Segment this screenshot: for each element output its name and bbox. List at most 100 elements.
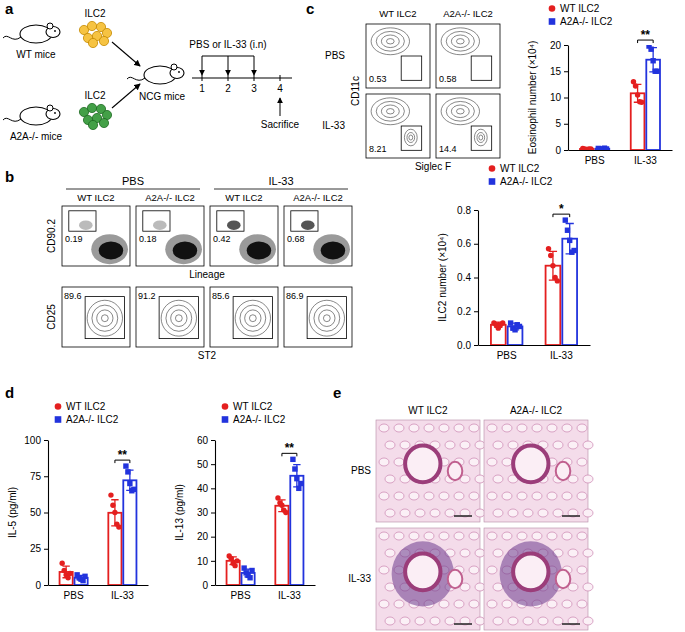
contour: [386, 39, 394, 44]
contour: [371, 28, 409, 55]
alveolus: [454, 600, 464, 608]
plot-frame: [62, 287, 130, 347]
alveolus: [424, 532, 434, 540]
alveolus: [487, 566, 497, 574]
bar: [290, 476, 303, 585]
alveolus: [379, 532, 389, 540]
alveolus: [430, 509, 440, 517]
y-tick-mark: [44, 585, 48, 586]
alveolus: [469, 492, 479, 500]
alveolus: [502, 600, 512, 608]
alveolus: [445, 617, 455, 625]
data-point: [604, 146, 609, 150]
flow-plot: 86.9: [284, 287, 352, 347]
y-tick: 30: [197, 507, 215, 518]
alveolus: [562, 600, 572, 608]
gate-value: 0.42: [213, 234, 231, 244]
scale-bar: [562, 515, 580, 517]
y-tick-mark: [564, 124, 568, 125]
bar: [508, 326, 523, 345]
data-point: [548, 253, 553, 258]
data-point: [571, 248, 576, 253]
cell-cloud: [313, 234, 350, 264]
bar: [227, 561, 240, 585]
day-label: 2: [225, 83, 231, 94]
alveolus: [577, 532, 587, 540]
alveolus: [469, 532, 479, 540]
figure-canvas: abcdeWT miceILC2A2A-/- miceILC2NCG miceP…: [0, 0, 685, 632]
bar-chart: 0102030405060PBSIL-33IL-13 (pg/ml)**WT I…: [174, 401, 316, 601]
data-point: [110, 503, 115, 508]
y-tick: 0: [555, 145, 568, 156]
data-point: [234, 558, 239, 563]
mouse-icon: [127, 64, 184, 84]
histology-image: [484, 528, 593, 630]
alveolus: [502, 492, 512, 500]
plot-frame: [284, 287, 352, 347]
x-tick-label: IL-33: [634, 155, 657, 166]
gate: [291, 211, 318, 231]
data-point: [283, 510, 288, 515]
alveolus: [553, 509, 563, 517]
x-tick-label: PBS: [64, 590, 84, 601]
bar: [123, 480, 136, 585]
alveolus: [502, 532, 512, 540]
contour: [376, 31, 404, 51]
alveolus: [583, 549, 593, 557]
vessel: [448, 462, 463, 480]
header-rule: [214, 189, 348, 190]
alveolus: [415, 509, 425, 517]
alveolus: [409, 424, 419, 432]
data-point: [125, 469, 130, 474]
gate: [307, 297, 346, 339]
x-axis-line: [216, 585, 316, 586]
legend-label: A2A-/- ILC2: [66, 414, 119, 425]
contour: [456, 39, 464, 44]
y-tick: 60: [197, 435, 215, 446]
legend: WT ILC2A2A-/- ILC2: [222, 401, 286, 425]
y-tick-mark: [564, 98, 568, 99]
flow-y-label: CD90.2: [46, 219, 57, 253]
y-tick-label: 75: [30, 471, 42, 482]
y-tick-label: 0: [555, 145, 561, 156]
gate: [143, 211, 170, 231]
y-axis-line: [568, 46, 569, 151]
contour: [319, 310, 335, 327]
bar-chart: 0255075100PBSIL-33IL-5 (pg/ml)**WT ILC2A…: [7, 401, 149, 601]
y-tick-mark: [474, 210, 478, 211]
alveolus: [379, 492, 389, 500]
data-point: [82, 574, 87, 579]
day-tick: [254, 75, 255, 81]
airway-wall: [513, 554, 548, 591]
y-axis: 0255075100: [24, 435, 48, 591]
data-point: [555, 278, 560, 283]
mouse-tail: [127, 77, 145, 80]
y-tick-mark: [474, 244, 478, 245]
flow-x-label: Lineage: [189, 269, 225, 280]
alveolus: [439, 492, 449, 500]
alveolus: [583, 583, 593, 591]
legend-marker: [549, 18, 556, 25]
transfer-arrow: [112, 42, 140, 66]
alveolus: [379, 424, 389, 432]
alveolus: [439, 532, 449, 540]
bar: [275, 506, 288, 585]
contour: [477, 133, 485, 143]
alveolus: [547, 424, 557, 432]
y-tick: 0.4: [457, 272, 478, 283]
legend-label: WT ILC2: [233, 401, 273, 412]
contour: [97, 310, 113, 327]
plot-frame: [366, 24, 430, 88]
alveolus: [460, 441, 470, 449]
y-tick-label: 25: [30, 543, 42, 554]
y-tick-label: 0.0: [457, 340, 471, 351]
panel-label: c: [306, 0, 314, 17]
contour: [446, 101, 474, 121]
bar: [108, 513, 121, 585]
endpoint-arrow: [280, 98, 281, 116]
alveolus: [379, 566, 389, 574]
mouse-icon: [3, 105, 60, 125]
group-header: WT ILC2: [77, 192, 114, 203]
day-tick: [202, 75, 203, 81]
x-tick: IL-33: [634, 155, 657, 166]
